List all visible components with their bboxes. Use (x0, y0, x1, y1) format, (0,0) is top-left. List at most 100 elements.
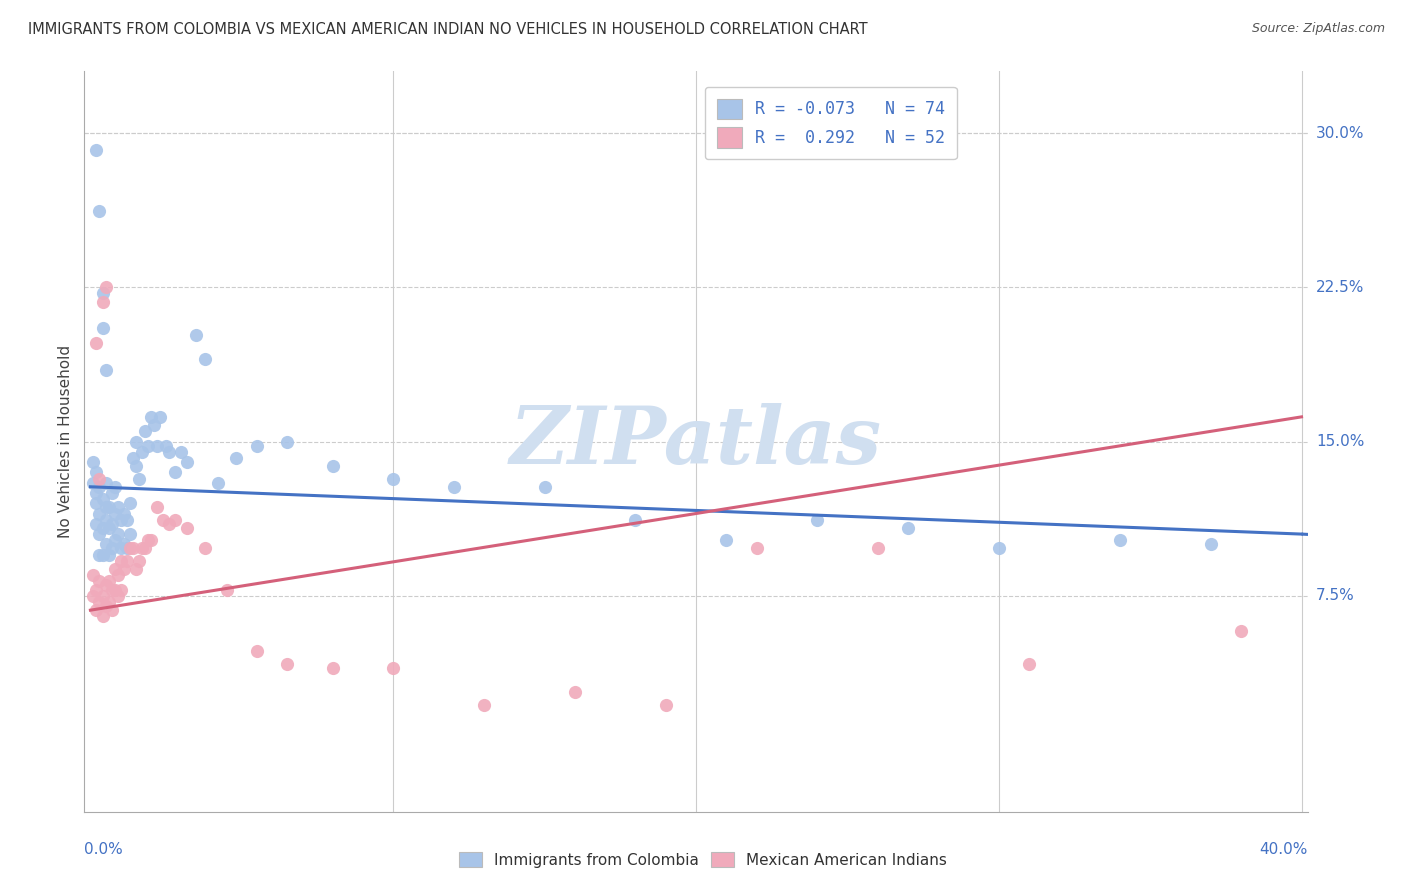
Point (110, 513, 132, 527)
Point (91, 548, 114, 562)
Point (136, 439, 159, 453)
Point (131, 445, 153, 459)
Point (131, 541, 153, 556)
Point (112, 507, 135, 521)
Point (176, 455, 198, 469)
Point (115, 513, 138, 527)
Point (155, 439, 177, 453)
Point (165, 513, 187, 527)
Point (654, 698, 676, 712)
Point (125, 562, 148, 576)
Point (866, 541, 889, 556)
Point (564, 685, 586, 699)
Point (194, 541, 217, 556)
Point (136, 533, 159, 548)
Point (86, 335, 108, 350)
Point (107, 500, 129, 515)
Text: 22.5%: 22.5% (1316, 280, 1364, 294)
Point (97, 521, 120, 535)
Point (89, 548, 111, 562)
Point (139, 409, 162, 424)
Point (107, 527, 129, 541)
Point (94, 537, 117, 551)
Point (112, 562, 135, 576)
Point (118, 541, 141, 556)
Point (89, 204, 111, 219)
Point (322, 661, 344, 675)
Point (115, 554, 138, 568)
Point (1108, 533, 1130, 548)
Point (624, 513, 647, 527)
Point (146, 500, 169, 515)
Point (82, 475, 104, 490)
Point (146, 439, 169, 453)
Point (104, 582, 127, 597)
Point (86, 486, 108, 500)
Point (118, 496, 141, 510)
Point (94, 500, 117, 515)
Point (86, 516, 108, 531)
Point (89, 480, 111, 494)
Point (152, 513, 174, 527)
Point (121, 541, 143, 556)
Point (100, 541, 122, 556)
Point (170, 445, 193, 459)
Point (86, 143, 108, 157)
Point (104, 562, 127, 576)
Point (110, 582, 132, 597)
Point (91, 286, 114, 301)
Point (533, 480, 555, 494)
Point (443, 480, 465, 494)
Point (165, 466, 187, 480)
Text: 7.5%: 7.5% (1316, 589, 1354, 603)
Point (157, 445, 180, 459)
Point (82, 455, 104, 469)
Point (1230, 624, 1253, 638)
Point (157, 516, 180, 531)
Point (91, 609, 114, 624)
Point (89, 471, 111, 485)
Legend: R = -0.073   N = 74, R =  0.292   N = 52: R = -0.073 N = 74, R = 0.292 N = 52 (704, 87, 956, 160)
Point (745, 541, 768, 556)
Point (94, 280, 117, 294)
Point (121, 450, 143, 465)
Point (104, 533, 127, 548)
Point (806, 513, 828, 527)
Point (128, 471, 150, 485)
Text: IMMIGRANTS FROM COLOMBIA VS MEXICAN AMERICAN INDIAN NO VEHICLES IN HOUSEHOLD COR: IMMIGRANTS FROM COLOMBIA VS MEXICAN AMER… (28, 22, 868, 37)
Point (125, 459, 148, 474)
Point (128, 554, 150, 568)
Point (118, 527, 141, 541)
Point (125, 434, 148, 449)
Text: ZIPatlas: ZIPatlas (510, 403, 882, 480)
Point (134, 424, 156, 438)
Point (176, 521, 198, 535)
Text: 15.0%: 15.0% (1316, 434, 1364, 449)
Point (322, 459, 344, 474)
Point (86, 496, 108, 510)
Point (104, 507, 127, 521)
Point (134, 541, 156, 556)
Text: 0.0%: 0.0% (84, 842, 124, 857)
Point (897, 521, 920, 535)
Point (94, 475, 117, 490)
Point (1018, 657, 1040, 671)
Point (276, 434, 298, 449)
Point (246, 644, 269, 658)
Point (186, 327, 208, 342)
Point (100, 516, 122, 531)
Point (215, 582, 238, 597)
Point (94, 513, 117, 527)
Point (987, 541, 1010, 556)
Point (276, 657, 298, 671)
Point (86, 603, 108, 617)
Point (91, 521, 114, 535)
Point (246, 439, 269, 453)
Point (194, 352, 217, 367)
Point (89, 527, 111, 541)
Point (86, 582, 108, 597)
Point (143, 418, 166, 433)
Point (91, 321, 114, 335)
Point (89, 574, 111, 589)
Point (89, 595, 111, 609)
